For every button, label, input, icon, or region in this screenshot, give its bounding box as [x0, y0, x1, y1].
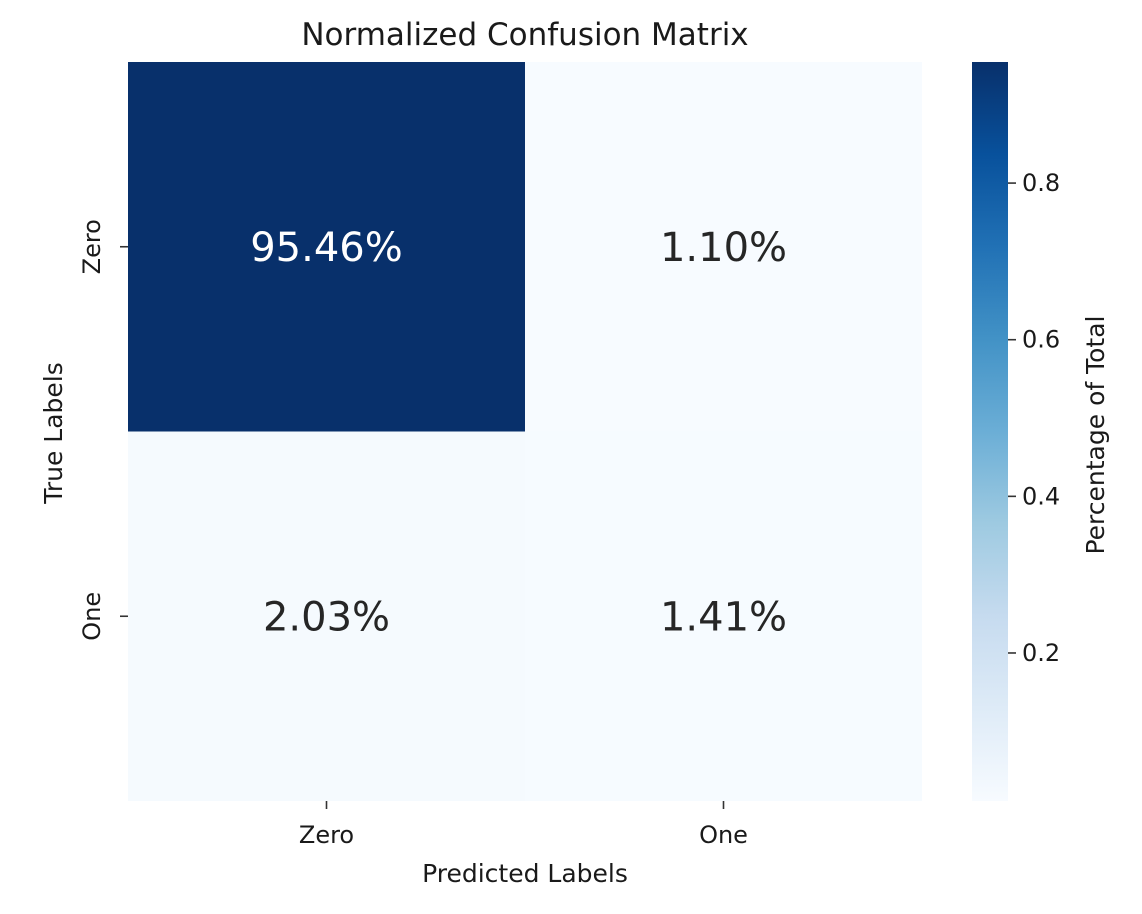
- colorbar-tick-label: 0.2: [1022, 639, 1060, 667]
- x-axis-label: Predicted Labels: [422, 859, 628, 888]
- colorbar-tick-label: 0.8: [1022, 169, 1060, 197]
- colorbar-tick-label: 0.6: [1022, 326, 1060, 354]
- cell-value-label: 1.10%: [660, 225, 787, 271]
- colorbar-tick-label: 0.4: [1022, 482, 1060, 510]
- cell-value-label: 1.41%: [660, 594, 787, 640]
- colorbar-label: Percentage of Total: [1081, 315, 1110, 554]
- x-tick-label: One: [699, 821, 748, 849]
- heatmap-cells: 95.46% 1.10% 2.03% 1.41%: [128, 62, 922, 801]
- colorbar: [972, 62, 1008, 801]
- colorbar-ticks: 0.2 0.4 0.6 0.8: [1008, 169, 1060, 667]
- x-axis-ticks: Zero One: [299, 801, 748, 849]
- heatmap-cell: [525, 62, 922, 432]
- y-axis-label: True Labels: [39, 362, 68, 505]
- chart-title: Normalized Confusion Matrix: [301, 17, 748, 53]
- heatmap-cell: [525, 431, 922, 801]
- y-tick-label: One: [78, 592, 106, 641]
- y-tick-label: Zero: [78, 219, 106, 274]
- heatmap-cell: [128, 431, 525, 801]
- cell-value-label: 95.46%: [250, 225, 403, 271]
- cell-value-label: 2.03%: [263, 594, 390, 640]
- y-axis-ticks: Zero One: [78, 219, 128, 641]
- x-tick-label: Zero: [299, 821, 354, 849]
- heatmap-cell: [128, 62, 525, 432]
